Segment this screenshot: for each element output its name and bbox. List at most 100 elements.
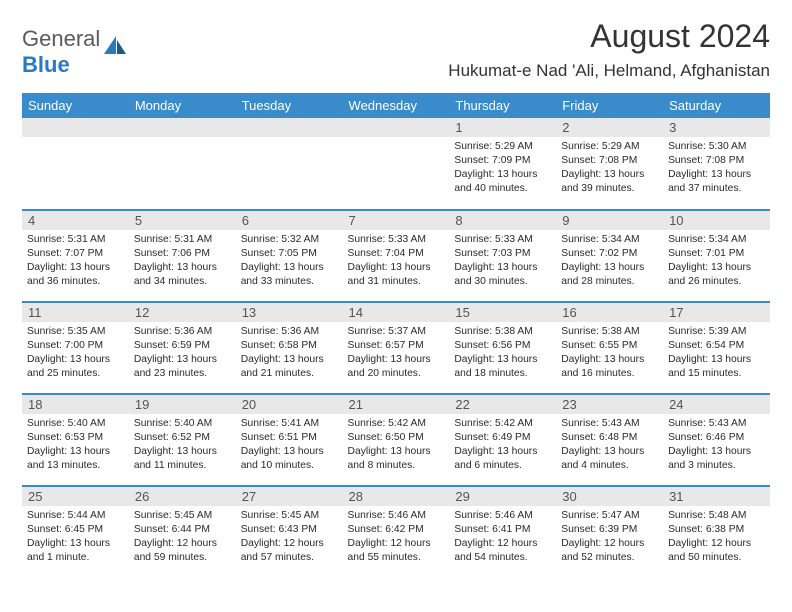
calendar-day-cell: 20Sunrise: 5:41 AMSunset: 6:51 PMDayligh… xyxy=(236,394,343,486)
calendar-day-cell xyxy=(129,118,236,210)
day-info: Sunrise: 5:39 AMSunset: 6:54 PMDaylight:… xyxy=(663,322,770,381)
day-info: Sunrise: 5:31 AMSunset: 7:07 PMDaylight:… xyxy=(22,230,129,289)
day-info: Sunrise: 5:32 AMSunset: 7:05 PMDaylight:… xyxy=(236,230,343,289)
day-number: 21 xyxy=(343,395,450,414)
weekday-header: Saturday xyxy=(663,93,770,118)
day-number: 5 xyxy=(129,211,236,230)
day-info: Sunrise: 5:45 AMSunset: 6:43 PMDaylight:… xyxy=(236,506,343,565)
day-number: 1 xyxy=(449,118,556,137)
calendar-week-row: 18Sunrise: 5:40 AMSunset: 6:53 PMDayligh… xyxy=(22,394,770,486)
day-info: Sunrise: 5:44 AMSunset: 6:45 PMDaylight:… xyxy=(22,506,129,565)
sail-icon xyxy=(102,34,128,61)
day-number: 10 xyxy=(663,211,770,230)
calendar-day-cell: 16Sunrise: 5:38 AMSunset: 6:55 PMDayligh… xyxy=(556,302,663,394)
day-info: Sunrise: 5:47 AMSunset: 6:39 PMDaylight:… xyxy=(556,506,663,565)
day-number: 19 xyxy=(129,395,236,414)
day-info: Sunrise: 5:33 AMSunset: 7:04 PMDaylight:… xyxy=(343,230,450,289)
calendar-day-cell: 18Sunrise: 5:40 AMSunset: 6:53 PMDayligh… xyxy=(22,394,129,486)
calendar-week-row: 25Sunrise: 5:44 AMSunset: 6:45 PMDayligh… xyxy=(22,486,770,578)
day-info: Sunrise: 5:46 AMSunset: 6:41 PMDaylight:… xyxy=(449,506,556,565)
day-info: Sunrise: 5:48 AMSunset: 6:38 PMDaylight:… xyxy=(663,506,770,565)
day-number: 28 xyxy=(343,487,450,506)
day-number: 11 xyxy=(22,303,129,322)
day-info: Sunrise: 5:36 AMSunset: 6:58 PMDaylight:… xyxy=(236,322,343,381)
title-block: August 2024 Hukumat-e Nad 'Ali, Helmand,… xyxy=(448,18,770,87)
calendar-day-cell: 4Sunrise: 5:31 AMSunset: 7:07 PMDaylight… xyxy=(22,210,129,302)
day-info: Sunrise: 5:40 AMSunset: 6:52 PMDaylight:… xyxy=(129,414,236,473)
day-number: 2 xyxy=(556,118,663,137)
calendar-day-cell: 30Sunrise: 5:47 AMSunset: 6:39 PMDayligh… xyxy=(556,486,663,578)
day-number: 16 xyxy=(556,303,663,322)
logo-text-blue: Blue xyxy=(22,52,70,77)
month-title: August 2024 xyxy=(448,18,770,55)
logo-text-general: General xyxy=(22,26,100,51)
day-info: Sunrise: 5:36 AMSunset: 6:59 PMDaylight:… xyxy=(129,322,236,381)
day-number: 29 xyxy=(449,487,556,506)
day-info: Sunrise: 5:45 AMSunset: 6:44 PMDaylight:… xyxy=(129,506,236,565)
calendar-day-cell: 8Sunrise: 5:33 AMSunset: 7:03 PMDaylight… xyxy=(449,210,556,302)
day-number xyxy=(129,118,236,137)
day-number xyxy=(22,118,129,137)
weekday-header: Thursday xyxy=(449,93,556,118)
calendar-day-cell: 25Sunrise: 5:44 AMSunset: 6:45 PMDayligh… xyxy=(22,486,129,578)
calendar-week-row: 4Sunrise: 5:31 AMSunset: 7:07 PMDaylight… xyxy=(22,210,770,302)
day-number: 8 xyxy=(449,211,556,230)
calendar-day-cell: 5Sunrise: 5:31 AMSunset: 7:06 PMDaylight… xyxy=(129,210,236,302)
day-info: Sunrise: 5:43 AMSunset: 6:48 PMDaylight:… xyxy=(556,414,663,473)
day-number: 13 xyxy=(236,303,343,322)
day-number: 3 xyxy=(663,118,770,137)
day-number: 24 xyxy=(663,395,770,414)
day-number xyxy=(343,118,450,137)
calendar-day-cell: 27Sunrise: 5:45 AMSunset: 6:43 PMDayligh… xyxy=(236,486,343,578)
calendar-day-cell: 28Sunrise: 5:46 AMSunset: 6:42 PMDayligh… xyxy=(343,486,450,578)
day-info: Sunrise: 5:42 AMSunset: 6:49 PMDaylight:… xyxy=(449,414,556,473)
day-info: Sunrise: 5:33 AMSunset: 7:03 PMDaylight:… xyxy=(449,230,556,289)
calendar-day-cell: 1Sunrise: 5:29 AMSunset: 7:09 PMDaylight… xyxy=(449,118,556,210)
calendar-day-cell: 2Sunrise: 5:29 AMSunset: 7:08 PMDaylight… xyxy=(556,118,663,210)
calendar-day-cell: 24Sunrise: 5:43 AMSunset: 6:46 PMDayligh… xyxy=(663,394,770,486)
logo: General Blue xyxy=(22,26,128,78)
calendar-day-cell: 10Sunrise: 5:34 AMSunset: 7:01 PMDayligh… xyxy=(663,210,770,302)
day-info: Sunrise: 5:46 AMSunset: 6:42 PMDaylight:… xyxy=(343,506,450,565)
calendar-body: 1Sunrise: 5:29 AMSunset: 7:09 PMDaylight… xyxy=(22,118,770,578)
calendar-day-cell: 21Sunrise: 5:42 AMSunset: 6:50 PMDayligh… xyxy=(343,394,450,486)
day-info: Sunrise: 5:37 AMSunset: 6:57 PMDaylight:… xyxy=(343,322,450,381)
day-info: Sunrise: 5:29 AMSunset: 7:08 PMDaylight:… xyxy=(556,137,663,196)
day-info: Sunrise: 5:35 AMSunset: 7:00 PMDaylight:… xyxy=(22,322,129,381)
day-info: Sunrise: 5:34 AMSunset: 7:01 PMDaylight:… xyxy=(663,230,770,289)
day-info: Sunrise: 5:43 AMSunset: 6:46 PMDaylight:… xyxy=(663,414,770,473)
calendar-day-cell: 17Sunrise: 5:39 AMSunset: 6:54 PMDayligh… xyxy=(663,302,770,394)
weekday-header: Friday xyxy=(556,93,663,118)
weekday-header: Tuesday xyxy=(236,93,343,118)
weekday-header-row: SundayMondayTuesdayWednesdayThursdayFrid… xyxy=(22,93,770,118)
calendar-day-cell: 22Sunrise: 5:42 AMSunset: 6:49 PMDayligh… xyxy=(449,394,556,486)
day-info: Sunrise: 5:31 AMSunset: 7:06 PMDaylight:… xyxy=(129,230,236,289)
calendar-day-cell: 13Sunrise: 5:36 AMSunset: 6:58 PMDayligh… xyxy=(236,302,343,394)
day-number: 22 xyxy=(449,395,556,414)
calendar-day-cell: 6Sunrise: 5:32 AMSunset: 7:05 PMDaylight… xyxy=(236,210,343,302)
day-number: 17 xyxy=(663,303,770,322)
calendar-day-cell xyxy=(343,118,450,210)
day-number: 14 xyxy=(343,303,450,322)
day-number: 30 xyxy=(556,487,663,506)
calendar-day-cell xyxy=(22,118,129,210)
location-label: Hukumat-e Nad 'Ali, Helmand, Afghanistan xyxy=(448,61,770,81)
day-number xyxy=(236,118,343,137)
header: General Blue August 2024 Hukumat-e Nad '… xyxy=(22,18,770,87)
day-number: 27 xyxy=(236,487,343,506)
calendar-day-cell: 31Sunrise: 5:48 AMSunset: 6:38 PMDayligh… xyxy=(663,486,770,578)
day-info: Sunrise: 5:29 AMSunset: 7:09 PMDaylight:… xyxy=(449,137,556,196)
day-number: 31 xyxy=(663,487,770,506)
day-info: Sunrise: 5:42 AMSunset: 6:50 PMDaylight:… xyxy=(343,414,450,473)
calendar-day-cell: 9Sunrise: 5:34 AMSunset: 7:02 PMDaylight… xyxy=(556,210,663,302)
calendar-day-cell: 11Sunrise: 5:35 AMSunset: 7:00 PMDayligh… xyxy=(22,302,129,394)
calendar-day-cell: 19Sunrise: 5:40 AMSunset: 6:52 PMDayligh… xyxy=(129,394,236,486)
calendar-day-cell: 7Sunrise: 5:33 AMSunset: 7:04 PMDaylight… xyxy=(343,210,450,302)
day-number: 23 xyxy=(556,395,663,414)
day-number: 12 xyxy=(129,303,236,322)
day-number: 26 xyxy=(129,487,236,506)
day-number: 18 xyxy=(22,395,129,414)
weekday-header: Monday xyxy=(129,93,236,118)
day-number: 7 xyxy=(343,211,450,230)
calendar-day-cell: 23Sunrise: 5:43 AMSunset: 6:48 PMDayligh… xyxy=(556,394,663,486)
